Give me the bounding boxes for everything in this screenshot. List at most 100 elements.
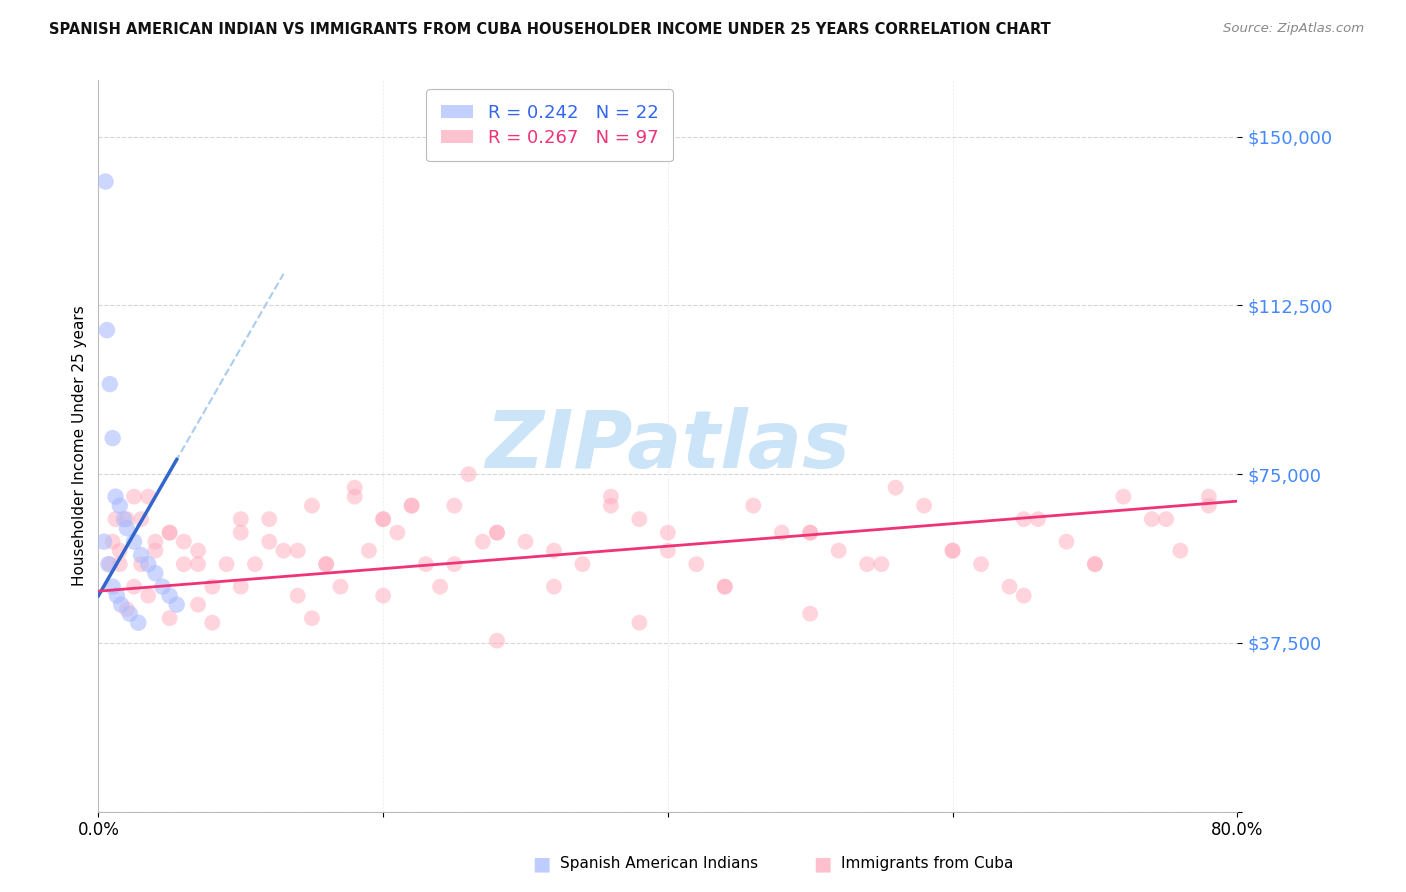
Point bbox=[371, 512, 394, 526]
Point bbox=[229, 580, 252, 594]
Point bbox=[229, 525, 252, 540]
Point bbox=[415, 557, 437, 571]
Point bbox=[942, 543, 965, 558]
Point bbox=[259, 534, 281, 549]
Point bbox=[108, 557, 131, 571]
Point bbox=[97, 557, 120, 571]
Point bbox=[856, 557, 879, 571]
Point bbox=[129, 512, 152, 526]
Point bbox=[145, 543, 167, 558]
Point bbox=[1198, 499, 1220, 513]
Point bbox=[215, 557, 238, 571]
Point bbox=[315, 557, 337, 571]
Point bbox=[1154, 512, 1177, 526]
Point bbox=[159, 525, 181, 540]
Point bbox=[657, 543, 679, 558]
Point bbox=[96, 323, 118, 337]
Point bbox=[173, 534, 195, 549]
Text: Immigrants from Cuba: Immigrants from Cuba bbox=[841, 856, 1014, 871]
Point bbox=[457, 467, 479, 482]
Point bbox=[343, 481, 366, 495]
Point bbox=[1026, 512, 1049, 526]
Point bbox=[685, 557, 707, 571]
Point bbox=[429, 580, 451, 594]
Point bbox=[122, 490, 145, 504]
Point bbox=[799, 525, 821, 540]
Point bbox=[122, 534, 145, 549]
Point bbox=[486, 525, 509, 540]
Y-axis label: Householder Income Under 25 years: Householder Income Under 25 years bbox=[72, 306, 87, 586]
Point bbox=[387, 525, 409, 540]
Point bbox=[329, 580, 352, 594]
Point bbox=[799, 525, 821, 540]
Point bbox=[657, 525, 679, 540]
Point bbox=[136, 589, 159, 603]
Point bbox=[127, 615, 149, 630]
Point bbox=[628, 512, 651, 526]
Point bbox=[136, 490, 159, 504]
Point bbox=[287, 543, 309, 558]
Point bbox=[201, 580, 224, 594]
Point bbox=[187, 543, 209, 558]
Point bbox=[129, 548, 152, 562]
Point bbox=[145, 566, 167, 581]
Point bbox=[115, 602, 138, 616]
Point bbox=[799, 607, 821, 621]
Point bbox=[770, 525, 793, 540]
Point bbox=[628, 615, 651, 630]
Point bbox=[104, 490, 127, 504]
Point bbox=[243, 557, 266, 571]
Point bbox=[201, 615, 224, 630]
Point bbox=[912, 499, 935, 513]
Point bbox=[1198, 490, 1220, 504]
Point bbox=[1112, 490, 1135, 504]
Point bbox=[371, 512, 394, 526]
Point bbox=[94, 175, 117, 189]
Point bbox=[742, 499, 765, 513]
Text: ■: ■ bbox=[531, 854, 551, 873]
Point bbox=[136, 557, 159, 571]
Point bbox=[115, 512, 138, 526]
Point bbox=[101, 580, 124, 594]
Point bbox=[301, 499, 323, 513]
Point bbox=[173, 557, 195, 571]
Point bbox=[543, 543, 565, 558]
Point bbox=[1012, 512, 1035, 526]
Point bbox=[115, 521, 138, 535]
Point bbox=[1084, 557, 1107, 571]
Point bbox=[543, 580, 565, 594]
Point bbox=[471, 534, 494, 549]
Point bbox=[105, 589, 128, 603]
Point bbox=[870, 557, 893, 571]
Point bbox=[301, 611, 323, 625]
Point bbox=[166, 598, 188, 612]
Point bbox=[1170, 543, 1192, 558]
Point bbox=[401, 499, 423, 513]
Point bbox=[1084, 557, 1107, 571]
Point bbox=[515, 534, 537, 549]
Point bbox=[101, 534, 124, 549]
Point bbox=[315, 557, 337, 571]
Point bbox=[159, 611, 181, 625]
Point bbox=[98, 557, 121, 571]
Point bbox=[1012, 589, 1035, 603]
Point bbox=[110, 598, 132, 612]
Point bbox=[884, 481, 907, 495]
Point bbox=[714, 580, 737, 594]
Point bbox=[828, 543, 851, 558]
Point bbox=[571, 557, 593, 571]
Point bbox=[371, 589, 394, 603]
Point bbox=[343, 490, 366, 504]
Point bbox=[486, 633, 509, 648]
Text: ZIPatlas: ZIPatlas bbox=[485, 407, 851, 485]
Point bbox=[98, 377, 121, 392]
Point bbox=[104, 512, 127, 526]
Point bbox=[108, 499, 131, 513]
Point bbox=[159, 525, 181, 540]
Text: ■: ■ bbox=[813, 854, 832, 873]
Point bbox=[93, 534, 115, 549]
Point bbox=[401, 499, 423, 513]
Point bbox=[108, 543, 131, 558]
Text: Spanish American Indians: Spanish American Indians bbox=[560, 856, 758, 871]
Point bbox=[112, 512, 135, 526]
